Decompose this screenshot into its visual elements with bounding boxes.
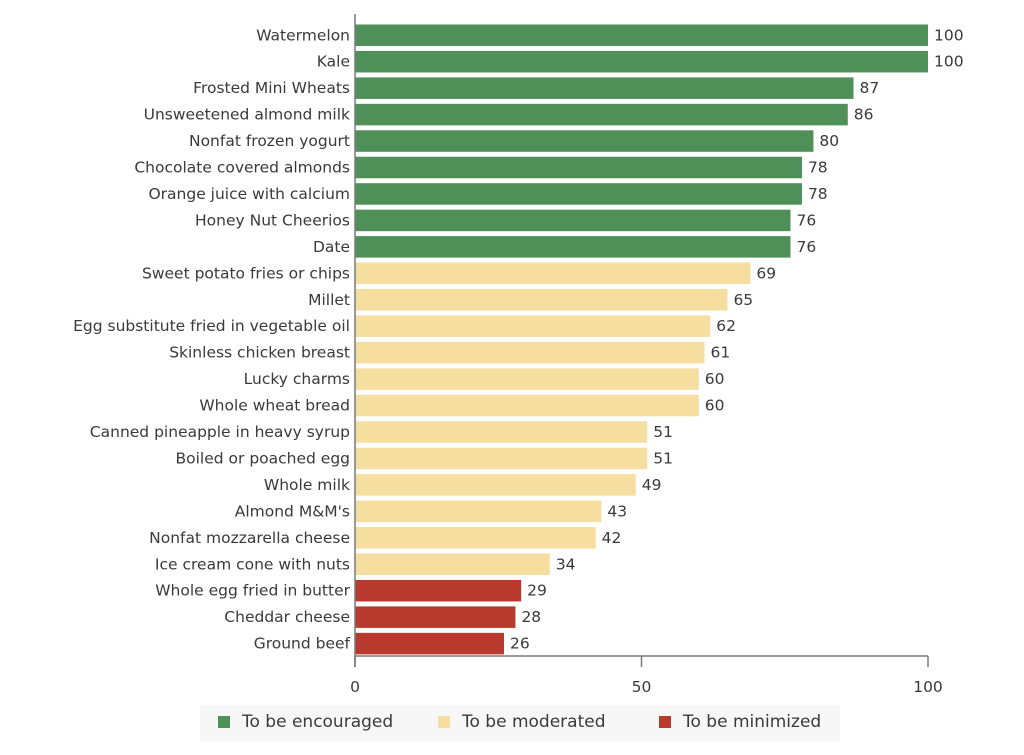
value-label: 28 (521, 608, 541, 626)
category-labels-group: Watermelon Kale Frosted Mini Wheats Unsweet… (73, 26, 351, 652)
bar (355, 579, 522, 602)
bar (355, 527, 596, 549)
bar (355, 368, 699, 390)
value-label: 29 (527, 582, 547, 600)
category-label: Canned pineapple in heavy syrup (90, 423, 350, 441)
legend-background (200, 705, 840, 741)
value-label: 61 (711, 344, 731, 362)
category-label: Nonfat mozzarella cheese (149, 529, 350, 547)
bar (355, 500, 602, 523)
legend-swatch-moderated (438, 716, 450, 728)
category-label: Lucky charms (244, 370, 350, 388)
value-label: 80 (819, 132, 839, 150)
bar (355, 632, 504, 655)
value-label: 69 (756, 264, 776, 282)
bar (355, 156, 802, 179)
bar (355, 447, 648, 470)
category-label: Boiled or poached egg (176, 449, 351, 467)
x-tick-label: 100 (913, 678, 943, 696)
bar (355, 553, 550, 575)
bar (355, 183, 802, 205)
bars-group (355, 24, 928, 655)
category-label: Millet (308, 291, 350, 309)
value-label: 49 (642, 476, 662, 494)
value-label: 51 (653, 423, 673, 441)
value-label: 78 (808, 185, 828, 203)
category-label: Frosted Mini Wheats (193, 79, 350, 97)
category-label: Whole egg fried in butter (155, 582, 350, 600)
legend: To be encouraged To be moderated To be min… (218, 712, 821, 732)
category-label: Orange juice with calcium (148, 185, 350, 203)
legend-swatch-encouraged (218, 716, 230, 728)
value-label: 34 (556, 555, 576, 573)
category-label: Honey Nut Cheerios (195, 211, 350, 229)
bar (355, 341, 705, 364)
category-label: Whole milk (264, 476, 350, 494)
x-tick-label: 50 (632, 678, 652, 696)
category-label: Kale (317, 53, 350, 71)
bar (355, 130, 814, 152)
category-label: Ground beef (254, 635, 351, 653)
category-label: Egg substitute fried in vegetable oil (73, 317, 350, 335)
bar (355, 606, 516, 628)
value-label: 26 (510, 635, 530, 653)
value-label: 76 (796, 238, 816, 256)
legend-label-minimized: To be minimized (682, 712, 821, 732)
legend-label-moderated: To be moderated (461, 712, 606, 732)
category-label: Chocolate covered almonds (134, 159, 350, 177)
category-label: Whole wheat bread (199, 397, 350, 415)
value-label: 62 (716, 317, 736, 335)
value-label: 60 (705, 370, 725, 388)
bar (355, 209, 791, 232)
value-label: 78 (808, 159, 828, 177)
bar (355, 262, 751, 285)
category-label: Nonfat frozen yogurt (189, 132, 350, 150)
category-label: Date (313, 238, 350, 256)
category-label: Skinless chicken breast (169, 344, 350, 362)
x-ticks-group: 0 50 100 (350, 656, 943, 696)
value-label: 60 (705, 397, 725, 415)
bar (355, 394, 699, 417)
category-label: Cheddar cheese (224, 608, 350, 626)
x-tick-label: 0 (350, 678, 360, 696)
value-label: 51 (653, 449, 673, 467)
value-label: 100 (934, 53, 964, 71)
bar (355, 24, 928, 46)
legend-label-encouraged: To be encouraged (241, 712, 393, 732)
value-label: 65 (733, 291, 753, 309)
category-label: Unsweetened almond milk (144, 106, 350, 124)
value-label: 87 (860, 79, 880, 97)
bar (355, 474, 636, 496)
value-label: 86 (854, 106, 874, 124)
bar (355, 236, 791, 258)
bar (355, 77, 854, 99)
value-label: 42 (602, 529, 622, 547)
value-label: 76 (796, 211, 816, 229)
category-label: Sweet potato fries or chips (142, 264, 350, 282)
category-label: Almond M&M's (235, 502, 350, 520)
bar (355, 421, 648, 443)
legend-swatch-minimized (659, 716, 671, 728)
category-label: Ice cream cone with nuts (155, 555, 350, 573)
value-label: 100 (934, 26, 964, 44)
bar (355, 289, 728, 311)
bar (355, 50, 928, 73)
value-label: 43 (607, 502, 627, 520)
category-label: Watermelon (256, 26, 350, 44)
bar (355, 315, 711, 337)
bar (355, 103, 848, 126)
